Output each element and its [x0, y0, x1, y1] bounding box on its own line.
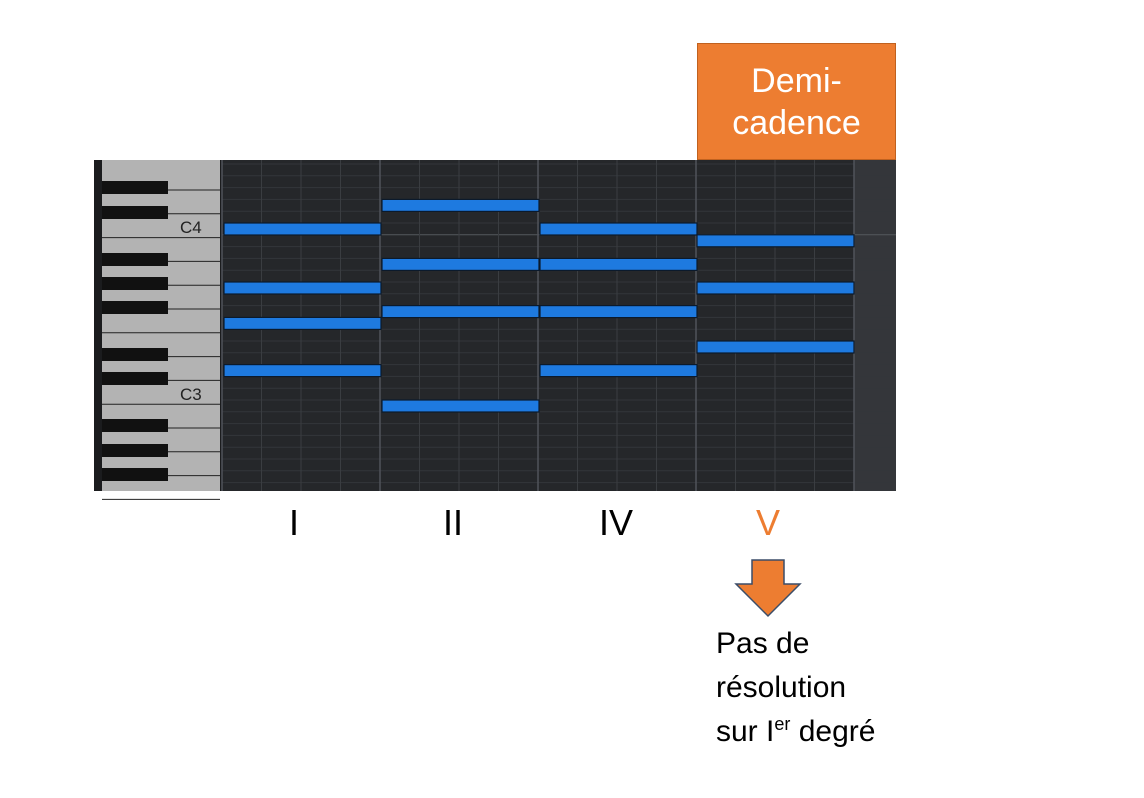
black-key — [102, 181, 168, 194]
black-key — [102, 372, 168, 385]
note-block — [539, 257, 698, 271]
black-key — [102, 301, 168, 314]
demi-cadence-callout: Demi- cadence — [697, 43, 896, 160]
black-key — [102, 206, 168, 219]
key-label-c3: C3 — [180, 385, 202, 404]
callout-line1: Demi- — [751, 61, 842, 100]
down-arrow-icon — [734, 559, 802, 618]
black-key — [102, 468, 168, 481]
note-line3-sup: er — [774, 714, 791, 734]
note-block — [223, 364, 382, 378]
note-block — [539, 222, 698, 236]
note-line3-pre: sur I — [716, 715, 775, 748]
no-resolution-note: Pas de résolution sur Ier degré — [716, 622, 956, 754]
note-line3: sur Ier degré — [716, 710, 956, 754]
black-key — [102, 419, 168, 432]
key-label-c4: C4 — [180, 218, 202, 237]
note-block — [381, 305, 540, 319]
note-block — [223, 316, 382, 330]
degree-label-i: I — [288, 502, 299, 543]
note-block — [381, 198, 540, 212]
callout-line2: cadence — [732, 103, 861, 142]
note-blocks — [223, 198, 855, 413]
degree-label-ii: II — [442, 502, 463, 543]
black-key — [102, 348, 168, 361]
note-line3-post: degré — [790, 715, 876, 748]
keyboard-left-edge — [94, 160, 102, 491]
piano-keyboard — [94, 160, 220, 500]
black-key — [102, 253, 168, 266]
note-block — [381, 399, 540, 413]
black-key — [102, 277, 168, 290]
note-line1: Pas de — [716, 627, 810, 660]
black-key — [102, 444, 168, 457]
note-block — [696, 234, 855, 248]
degree-label-v: V — [755, 502, 780, 543]
degree-label-iv: IV — [598, 502, 633, 543]
note-block — [696, 281, 855, 295]
note-block — [539, 305, 698, 319]
note-block — [381, 257, 540, 271]
note-block — [539, 364, 698, 378]
note-block — [696, 340, 855, 354]
note-line2: résolution — [716, 671, 847, 704]
note-block — [223, 222, 382, 236]
note-block — [223, 281, 382, 295]
